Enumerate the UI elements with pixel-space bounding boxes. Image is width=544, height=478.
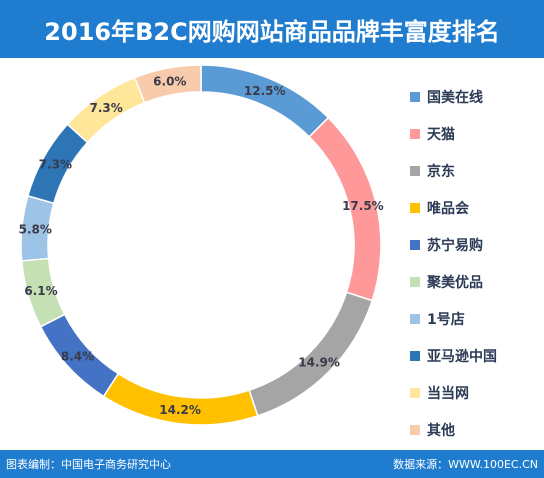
legend-label: 亚马逊中国 [427, 348, 497, 365]
legend-label: 唯品会 [427, 200, 469, 217]
donut-slice [102, 372, 259, 426]
legend-swatch [410, 202, 420, 213]
footer-source: 数据来源：WWW.100EC.CN [393, 458, 538, 471]
legend-label: 1号店 [427, 311, 465, 328]
donut-slice [133, 64, 202, 104]
legend-swatch [410, 276, 420, 287]
slice-value-label: 14.2% [159, 403, 201, 417]
legend-label: 当当网 [427, 385, 469, 402]
legend-label: 京东 [427, 163, 455, 180]
chart-title: 2016年B2C网购网站商品品牌丰富度排名 [44, 17, 500, 46]
legend-item: 聚美优品 [410, 263, 497, 300]
donut-labels: 12.5% 17.5% 14.9% 14.2% 8.4% 6.1% 5.8% 7.3% 7.3%… [19, 74, 384, 417]
legend-item: 当当网 [410, 374, 497, 411]
slice-value-label: 7.3% [39, 157, 72, 171]
donut-chart: 12.5% 17.5% 14.9% 14.2% 8.4% 6.1% 5.8% 7.3% 7.3%… [19, 64, 384, 426]
legend-item: 京东 [410, 152, 497, 189]
legend-item: 亚马逊中国 [410, 337, 497, 374]
legend-label: 其他 [427, 422, 455, 439]
legend-item: 唯品会 [410, 189, 497, 226]
legend-swatch [410, 387, 420, 398]
donut-slice [200, 64, 330, 138]
slice-value-label: 8.4% [61, 350, 94, 364]
legend-label: 苏宁易购 [427, 237, 483, 254]
legend-swatch [410, 239, 420, 250]
slice-value-label: 17.5% [342, 199, 384, 213]
legend-swatch [410, 424, 420, 435]
slice-value-label: 14.9% [298, 355, 340, 369]
legend-swatch [410, 128, 420, 139]
chart-legend: 国美在线天猫京东唯品会苏宁易购聚美优品 1号店亚马逊中国当当网其他 [410, 78, 497, 448]
legend-swatch [410, 313, 420, 324]
legend-label: 天猫 [427, 126, 455, 143]
slice-value-label: 7.3% [89, 101, 122, 115]
footer-credit: 图表编制：中国电子商务研究中心 [6, 458, 171, 471]
legend-label: 国美在线 [427, 89, 483, 106]
legend-swatch [410, 91, 420, 102]
slice-value-label: 6.0% [153, 74, 186, 88]
footer-bar: 图表编制：中国电子商务研究中心 数据来源：WWW.100EC.CN [0, 450, 544, 478]
legend-swatch [410, 165, 420, 176]
legend-swatch [410, 350, 420, 361]
legend-item: 国美在线 [410, 78, 497, 115]
donut-slices [20, 64, 382, 426]
legend-label: 聚美优品 [427, 274, 483, 291]
legend-item: 其他 [410, 411, 497, 448]
slice-value-label: 5.8% [19, 222, 52, 236]
donut-slice [248, 291, 374, 417]
slice-value-label: 12.5% [244, 84, 286, 98]
title-bar: 2016年B2C网购网站商品品牌丰富度排名 [0, 0, 544, 58]
legend-item: 天猫 [410, 115, 497, 152]
legend-item: 苏宁易购 [410, 226, 497, 263]
legend-item: 1号店 [410, 300, 497, 337]
slice-value-label: 6.1% [24, 284, 57, 298]
